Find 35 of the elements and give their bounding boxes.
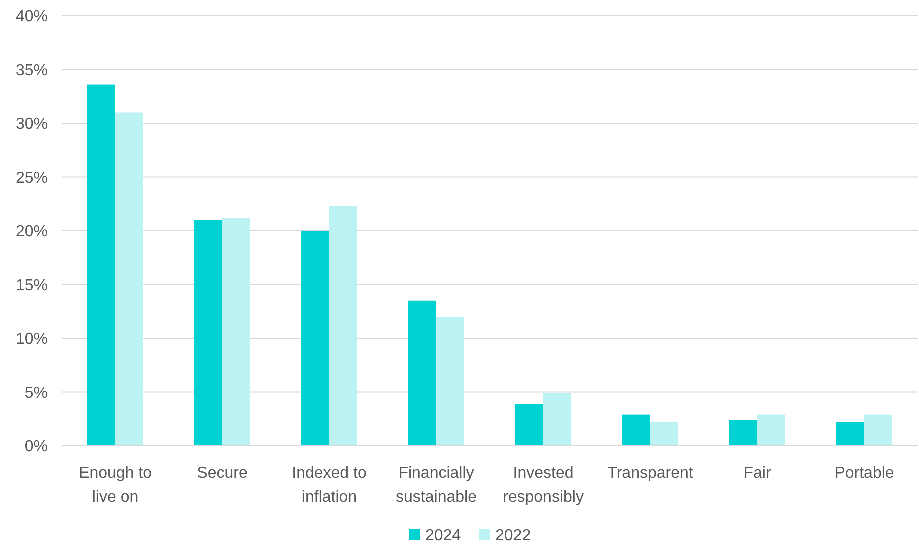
bar — [330, 206, 358, 446]
bar — [302, 231, 330, 446]
y-tick-label: 35% — [16, 62, 48, 80]
bar — [516, 404, 544, 446]
y-tick-label: 25% — [16, 170, 48, 187]
x-tick-label: Invested responsibly — [503, 465, 584, 506]
x-tick-label: Secure — [197, 465, 248, 482]
bar — [222, 218, 250, 446]
y-tick-label: 20% — [16, 224, 48, 241]
bar — [836, 422, 864, 446]
bar — [864, 414, 892, 446]
y-tick-label: 15% — [16, 277, 48, 294]
bar — [758, 414, 786, 446]
bar — [650, 422, 678, 446]
legend-label: 2022 — [496, 528, 532, 545]
bar — [116, 112, 144, 446]
x-tick-label: Indexed to inflation — [292, 465, 367, 506]
bar — [730, 420, 758, 446]
bar — [408, 300, 436, 446]
x-tick-label: Transparent — [608, 465, 694, 482]
legend-label: 2024 — [426, 528, 462, 545]
bar — [436, 317, 464, 446]
bar — [622, 414, 650, 446]
bar — [544, 393, 572, 446]
y-tick-label: 0% — [24, 438, 48, 456]
x-tick-label: Fair — [744, 465, 772, 482]
x-tick-label: Portable — [834, 465, 894, 482]
y-tick-label: 30% — [16, 116, 48, 134]
bar — [88, 84, 116, 446]
bar — [194, 220, 222, 446]
x-tick-label: Enough to live on — [79, 465, 152, 506]
x-tick-label: Financially sustainable — [396, 465, 478, 506]
y-tick-label: 10% — [16, 331, 48, 348]
y-tick-label: 5% — [24, 384, 48, 402]
y-tick-label: 40% — [16, 8, 48, 26]
